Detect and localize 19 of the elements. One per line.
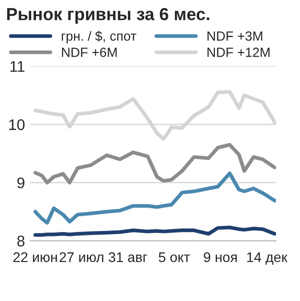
x-tick-label: 31 авг: [108, 252, 148, 262]
x-tick-label: 27 июл: [60, 252, 104, 262]
line-series: [33, 226, 276, 237]
line-series: [33, 90, 276, 141]
legend-label: грн. / $, спот: [62, 30, 136, 44]
chart-title: Рынок гривны за 6 мес.: [7, 8, 210, 24]
x-tick-label: 14 дек: [247, 252, 288, 265]
x-tick-label: 9 ноя: [204, 252, 237, 262]
legend-label: NDF +6M: [62, 48, 117, 58]
x-tick-label: 22 июн: [13, 252, 57, 262]
y-tick-label: 9: [17, 177, 24, 188]
y-tick-label: 11: [10, 61, 24, 72]
y-tick-label: 8: [17, 236, 24, 246]
y-tick-label: 10: [9, 119, 25, 130]
legend-label: NDF +12M: [208, 48, 270, 57]
legend-label: NDF +3M: [208, 31, 262, 41]
line-series: [33, 171, 276, 225]
line-series: [33, 142, 276, 184]
x-tick-label: 5 окт: [158, 252, 190, 262]
